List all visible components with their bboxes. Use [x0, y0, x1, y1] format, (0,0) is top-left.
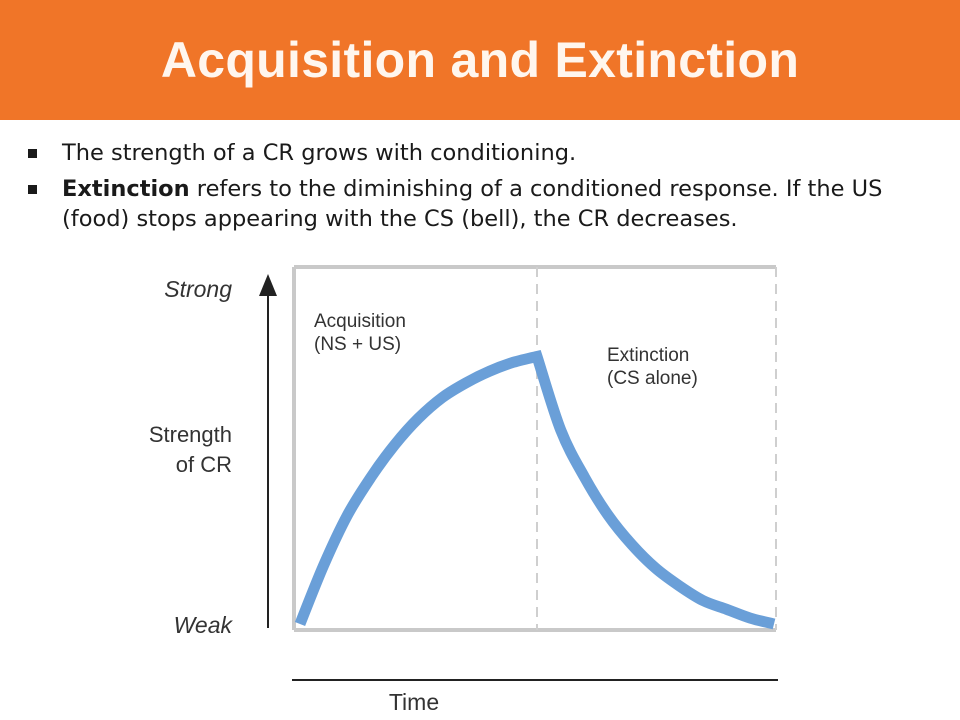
data-point	[394, 444, 396, 446]
y-axis-label-line: of CR	[176, 452, 232, 477]
y-axis-label: Strength of CR	[149, 422, 232, 477]
data-point	[726, 608, 728, 610]
data-point	[583, 476, 585, 478]
bullet-item: Extinction refers to the diminishing of …	[28, 174, 938, 234]
square-bullet-icon	[28, 149, 37, 158]
square-bullet-icon	[28, 185, 37, 194]
y-bottom-label: Weak	[174, 612, 234, 638]
data-point	[370, 476, 372, 478]
data-point	[702, 600, 704, 602]
bullet-item: The strength of a CR grows with conditio…	[28, 138, 938, 168]
data-point	[346, 514, 348, 516]
data-point	[631, 544, 633, 546]
bullet-lead-term: Extinction	[62, 176, 190, 202]
bullet-text: Extinction refers to the diminishing of …	[62, 174, 938, 234]
data-point	[489, 370, 491, 372]
data-point	[299, 623, 301, 625]
data-point	[655, 567, 657, 569]
bullet-list: The strength of a CR grows with conditio…	[28, 138, 938, 240]
data-point	[465, 382, 467, 384]
cr-strength-curve	[294, 350, 776, 630]
acquisition-extinction-chart: Strong Weak Strength of CR Time Acquisiti…	[149, 265, 778, 715]
y-top-label: Strong	[164, 276, 232, 302]
data-point	[560, 429, 562, 431]
data-point	[536, 356, 538, 358]
data-point	[323, 564, 325, 566]
bullet-text: The strength of a CR grows with conditio…	[62, 140, 577, 166]
extinction-annotation-line1: Extinction	[607, 345, 689, 366]
data-point	[773, 623, 775, 625]
extinction-annotation-line2: (CS alone)	[607, 368, 698, 389]
acquisition-annotation-line2: (NS + US)	[314, 334, 401, 355]
data-point	[441, 397, 443, 399]
series-layer	[294, 350, 776, 630]
bullet-body: refers to the diminishing of a condition…	[62, 176, 883, 232]
slide-title: Acquisition and Extinction	[160, 32, 800, 88]
y-axis-arrow-icon	[259, 274, 277, 296]
y-axis-label-line: Strength	[149, 422, 232, 447]
acquisition-annotation-line1: Acquisition	[314, 311, 406, 332]
x-axis-label: Time	[389, 689, 439, 715]
data-point	[607, 514, 609, 516]
data-point	[749, 617, 751, 619]
data-point	[512, 361, 514, 363]
data-point	[678, 585, 680, 587]
title-bar: Acquisition and Extinction	[0, 0, 960, 120]
data-point	[418, 417, 420, 419]
